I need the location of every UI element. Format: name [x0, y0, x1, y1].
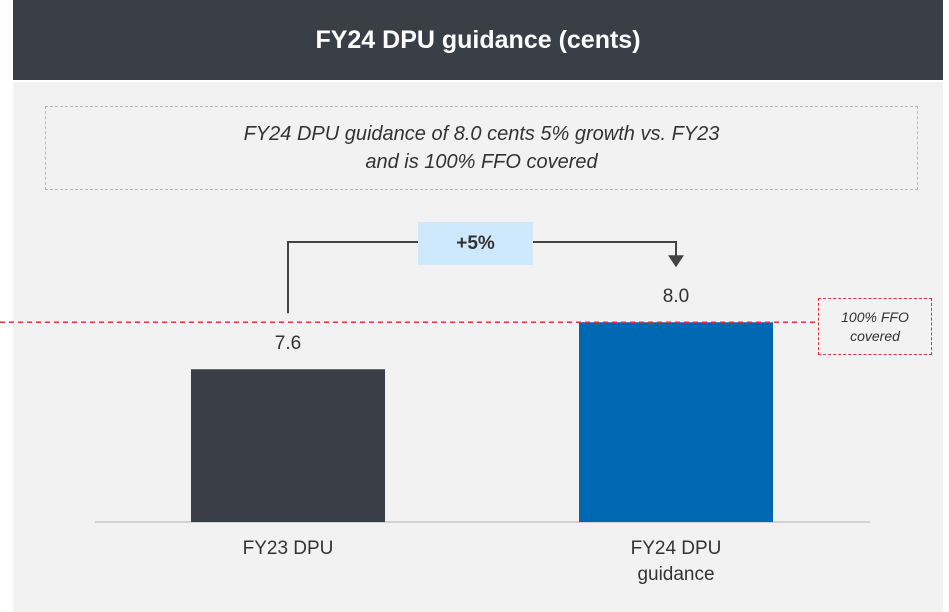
side-note-line: 100% FFO [841, 308, 909, 325]
value-label: 7.6 [274, 333, 302, 355]
arrow-head [668, 255, 684, 268]
side-note: 100% FFO covered [818, 298, 932, 355]
x-tick-label: FY24 DPU guidance [630, 538, 722, 585]
growth-label: +5% [418, 222, 533, 265]
panel [13, 82, 943, 612]
annotation-box: FY24 DPU guidance of 8.0 cents 5% growth… [45, 106, 918, 190]
value-label: 8.0 [662, 286, 690, 308]
bracket [533, 241, 677, 258]
bracket [287, 241, 418, 314]
annotation-line: FY24 DPU guidance of 8.0 cents 5% growth… [243, 123, 720, 145]
bar [191, 369, 385, 522]
x-tick-label: FY23 DPU [242, 538, 334, 559]
chart-title: FY24 DPU guidance (cents) [13, 0, 943, 80]
bar [579, 322, 773, 522]
annotation-line: and is 100% FFO covered [365, 151, 598, 173]
side-note-line: covered [850, 327, 900, 344]
